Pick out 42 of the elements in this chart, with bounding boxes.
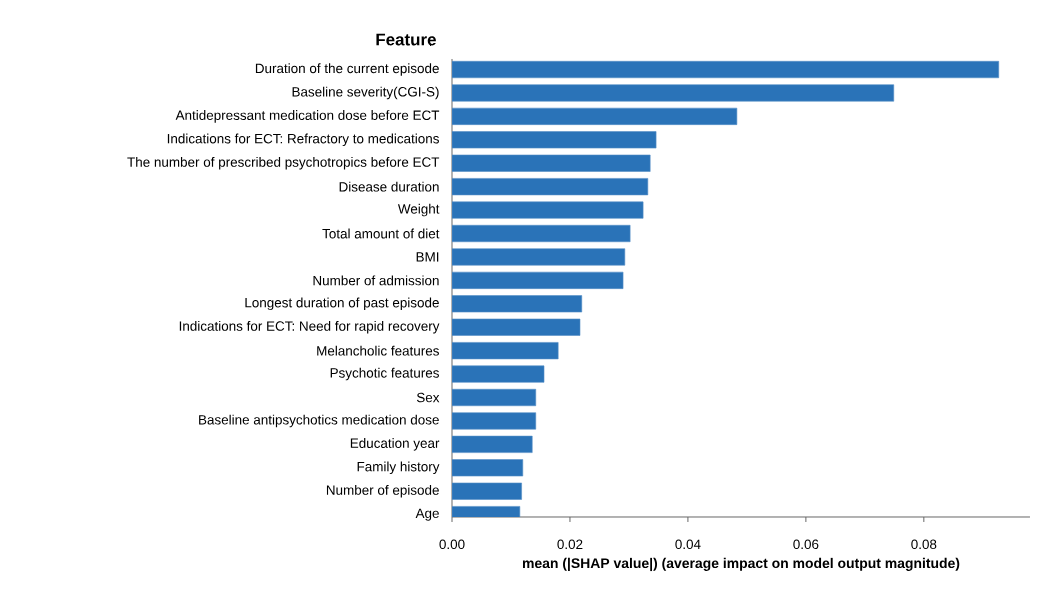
y-tick-label: Disease duration [339,181,439,192]
y-tick-label: Longest duration of past episode [245,297,439,311]
y-tick-label: Total amount of diet [322,228,440,239]
y-tick-label: Baseline antipsychotics medication dose [199,414,439,428]
y-tick-label: Family history [357,461,440,475]
bar [452,365,545,383]
y-tick-label: Duration of the current episode [255,63,439,76]
bar [452,201,644,219]
y-tick-label: Baseline severity(CGI-S) [292,86,439,100]
y-tick-label: Education year [350,438,440,451]
bar [452,84,895,102]
bar [452,61,999,78]
bar [452,342,559,360]
y-tick-label: BMI [416,252,439,262]
bar [452,435,533,453]
chart-title: Feature [376,33,436,46]
x-tick-label: 0.08 [911,539,937,550]
x-tick-label: 0.06 [793,539,819,550]
bar [452,271,624,289]
bar [452,224,631,243]
bar [452,295,583,313]
x-tick-label: 0.00 [439,539,465,550]
y-tick-label: Weight [397,203,440,217]
x-tick-label: 0.04 [675,539,701,550]
x-axis-title: mean (|SHAP value|) (average impact on model output magnitude) [522,557,960,572]
bar [452,178,649,196]
y-tick-label: Age [415,508,439,521]
bar [452,154,651,172]
bar [452,412,537,430]
y-tick-label: Number of episode [326,484,439,498]
y-tick-label: Sex [416,392,440,403]
y-tick-label: Indications for ECT: Need for rapid recovery [179,320,440,334]
x-tick-label: 0.02 [557,539,583,550]
y-tick-label: Indications for ECT: Refractory to medications [167,133,439,147]
y-tick-label: Melancholic features [317,345,439,356]
y-tick-label: Number of admission [313,275,439,286]
bar [452,107,738,125]
bar [452,131,657,149]
bar [452,248,626,266]
y-tick-label: Antidepressant medication dose before ECT [175,110,440,123]
y-tick-label: The number of prescribed psychotropics before ECT [127,156,440,170]
y-tick-label: Psychotic features [330,367,439,381]
